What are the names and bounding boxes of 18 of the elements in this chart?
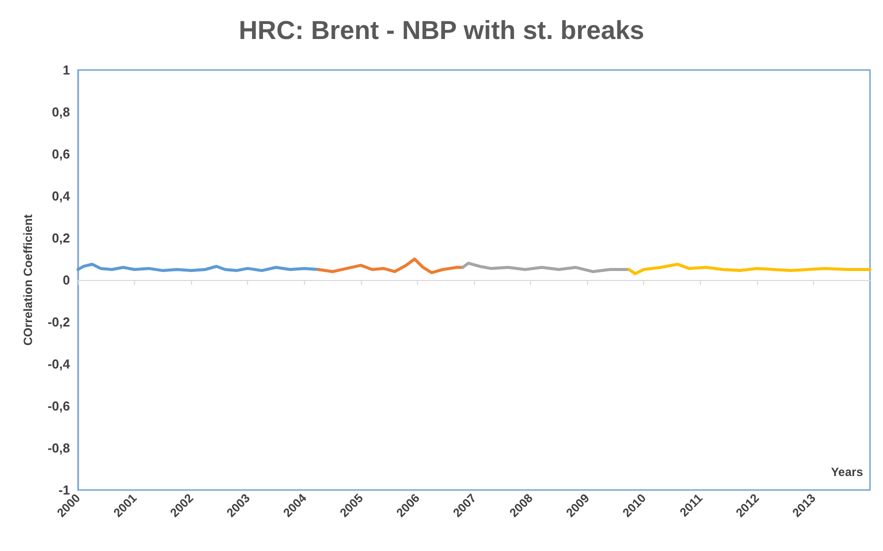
- y-tick-label: 0,8: [52, 104, 70, 120]
- y-axis-title: COrrelation Coefficient: [21, 214, 35, 346]
- line-series: [316, 258, 464, 274]
- y-tick-label: -1: [58, 482, 70, 498]
- y-tick-label: -0,6: [48, 398, 70, 414]
- y-tick-label: -0,4: [48, 356, 71, 372]
- chart-title: HRC: Brent - NBP with st. breaks: [238, 15, 644, 45]
- line-series: [461, 262, 631, 274]
- x-axis-title: Years: [830, 465, 864, 479]
- y-tick-label: 0,4: [52, 188, 71, 204]
- line-series: [628, 262, 872, 276]
- y-tick-label: 0,6: [52, 146, 70, 162]
- y-tick-label: -0,8: [48, 440, 70, 456]
- y-tick-label: -0,2: [48, 314, 70, 330]
- y-tick-label: 0: [62, 272, 70, 288]
- y-tick-label: 0,2: [52, 230, 70, 246]
- line-series: [76, 262, 320, 272]
- y-tick-label: 1: [62, 62, 70, 78]
